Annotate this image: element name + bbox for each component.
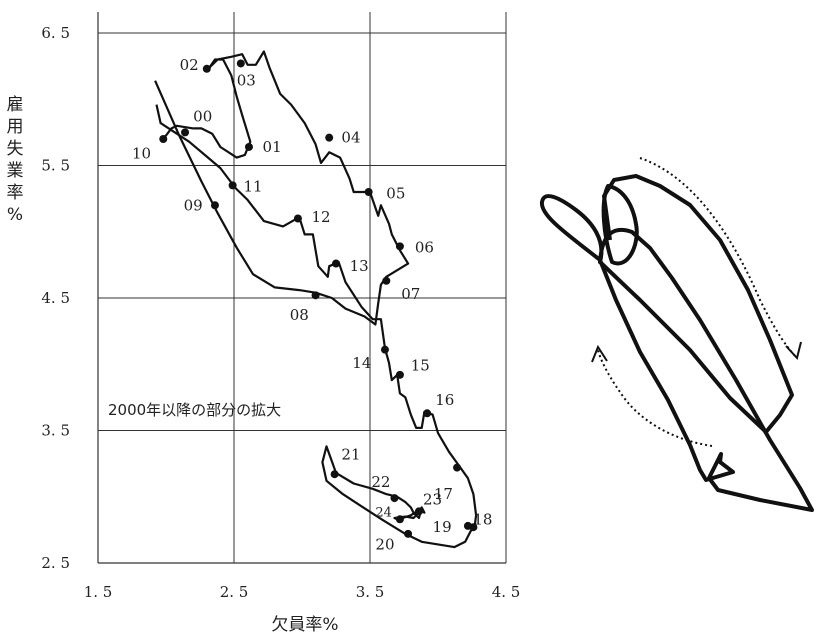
data-point-02 <box>202 64 211 73</box>
point-label-15: 15 <box>411 357 430 375</box>
point-label-09: 09 <box>184 196 203 214</box>
point-label-06: 06 <box>415 239 434 257</box>
data-point-00 <box>181 128 190 137</box>
data-point-15 <box>395 370 404 379</box>
inset-arrow-right <box>639 157 796 357</box>
point-label-20: 20 <box>375 535 394 553</box>
x-axis-title: 欠員率% <box>271 615 338 635</box>
inset-loop-diagram <box>539 157 814 512</box>
point-label-01: 01 <box>263 138 282 156</box>
y-tick-label: 5. 5 <box>41 157 70 175</box>
data-point-21 <box>330 470 339 479</box>
point-label-14: 14 <box>352 354 371 372</box>
point-label-02: 02 <box>180 56 199 74</box>
series-layer <box>154 50 478 549</box>
point-label-07: 07 <box>401 285 420 303</box>
data-point-19 <box>463 521 472 530</box>
point-label-22: 22 <box>371 473 390 491</box>
point-label-13: 13 <box>350 257 369 275</box>
data-point-07 <box>382 276 391 285</box>
y-axis-title-char: 失 <box>7 139 24 159</box>
y-axis-title-char: 業 <box>7 161 24 181</box>
inset-arrow-left-head <box>591 344 608 363</box>
data-point-13 <box>332 259 340 268</box>
point-label-05: 05 <box>386 184 405 202</box>
point-label-21: 21 <box>341 445 360 463</box>
y-tick-label: 2. 5 <box>41 554 70 572</box>
point-label-17: 17 <box>434 485 453 503</box>
y-axis-title-char: 雇 <box>7 95 24 115</box>
data-point-05 <box>364 188 373 196</box>
x-tick-label: 3. 5 <box>356 583 385 601</box>
point-label-04: 04 <box>341 129 360 147</box>
inset-arrow-left <box>597 349 713 447</box>
data-point-03 <box>236 59 245 68</box>
data-point-11 <box>228 181 237 190</box>
annotation-text: 2000年以降の部分の拡大 <box>108 401 281 419</box>
data-point-12 <box>293 214 302 223</box>
data-point-24 <box>395 515 404 524</box>
x-tick-label: 1. 5 <box>84 583 113 601</box>
point-label-24: 24 <box>375 505 392 520</box>
x-tick-label: 2. 5 <box>220 583 249 601</box>
data-point-23 <box>414 507 423 516</box>
point-label-16: 16 <box>435 391 454 409</box>
y-axis-title-char: % <box>7 205 23 225</box>
point-label-19: 19 <box>433 518 452 536</box>
point-layer <box>159 59 478 538</box>
y-axis-title-char: 率 <box>7 183 24 203</box>
series-line-upper <box>154 50 410 326</box>
tick-layer: 1. 5 2. 5 3. 5 4. 5 2. 5 3. 5 4. 5 5. 5 6. 5 <box>41 24 520 601</box>
point-label-03: 03 <box>237 72 256 90</box>
point-label-12: 12 <box>311 208 330 226</box>
data-point-06 <box>395 242 404 251</box>
data-point-01 <box>244 142 253 151</box>
data-point-22 <box>390 494 399 503</box>
inset-arrow-right-head <box>785 341 802 361</box>
inset-outer-loop <box>598 174 794 434</box>
y-tick-label: 6. 5 <box>41 24 70 42</box>
data-point-04 <box>325 133 334 142</box>
data-point-14 <box>380 345 389 354</box>
point-label-00: 00 <box>193 107 212 125</box>
point-label-23: 23 <box>423 490 442 508</box>
point-label-11: 11 <box>243 178 262 196</box>
y-tick-label: 3. 5 <box>41 422 70 440</box>
point-label-18: 18 <box>473 510 492 528</box>
point-label-10: 10 <box>132 145 151 163</box>
x-tick-label: 4. 5 <box>492 583 521 601</box>
axis-layer <box>97 12 506 564</box>
grid-layer <box>98 12 507 563</box>
y-axis-title-char: 用 <box>7 117 24 137</box>
series-line-lower <box>155 104 478 549</box>
data-point-08 <box>311 291 320 300</box>
data-point-17 <box>453 463 462 472</box>
point-label-08: 08 <box>290 306 309 324</box>
data-point-09 <box>210 201 219 210</box>
inset-loop-path <box>539 184 814 512</box>
data-point-10 <box>159 135 168 143</box>
data-point-20 <box>404 529 413 538</box>
y-tick-label: 4. 5 <box>41 289 70 307</box>
label-layer: 00 01 02 03 04 05 06 07 08 09 10 11 12 13 14 15 16 17 18 19… <box>132 56 492 554</box>
data-point-16 <box>423 409 432 418</box>
